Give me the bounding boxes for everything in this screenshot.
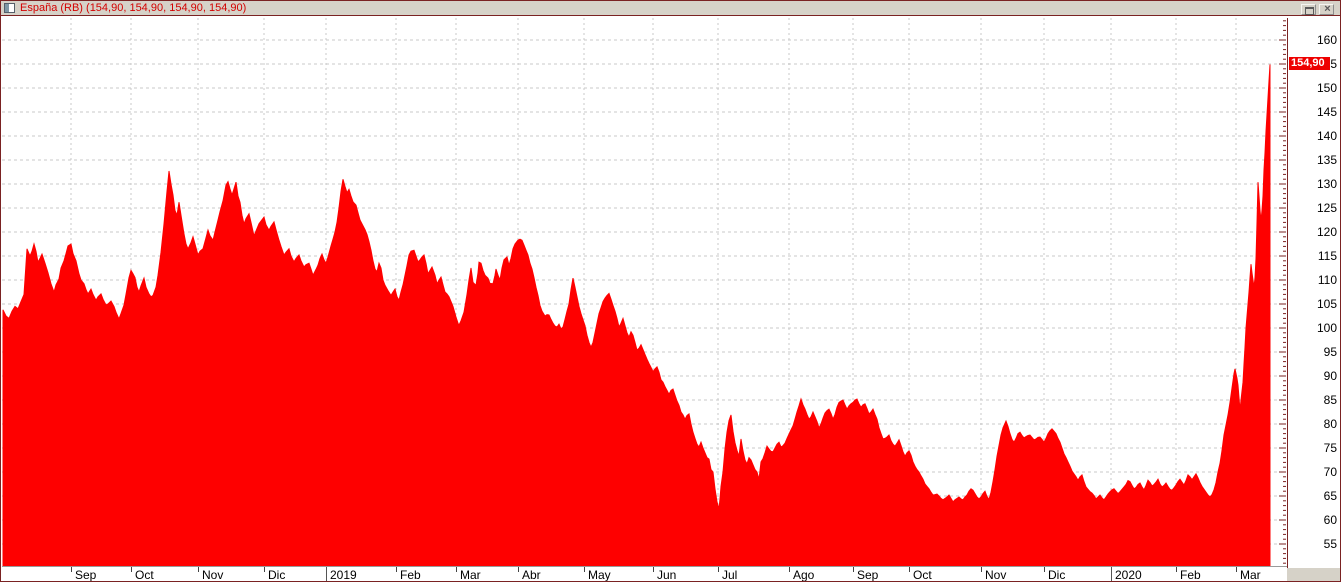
x-axis-label: Sep	[75, 568, 97, 582]
month-tick	[1236, 567, 1237, 572]
y-axis-label: 65	[1323, 489, 1337, 503]
x-axis-label: Jun	[657, 568, 677, 582]
y-axis-label: 85	[1323, 393, 1337, 407]
month-tick	[853, 567, 854, 572]
month-tick	[653, 567, 654, 572]
month-tick	[456, 567, 457, 572]
month-tick	[718, 567, 719, 572]
y-axis-label: 135	[1316, 153, 1337, 167]
y-axis-label: 80	[1323, 417, 1337, 431]
y-axis-label: 120	[1316, 225, 1337, 239]
month-tick	[264, 567, 265, 572]
year-separator-tick	[1111, 567, 1112, 581]
x-axis-label: Ago	[793, 568, 815, 582]
month-tick	[518, 567, 519, 572]
month-tick	[981, 567, 982, 572]
last-price-tag: 154,90	[1289, 57, 1330, 71]
y-axis-label: 75	[1323, 441, 1337, 455]
time-axis[interactable]: Sep Oct Nov Dic 2019 Feb Mar Abr May Jun Jul Ago Sep…	[2, 566, 1287, 582]
x-axis-label: 2020	[1115, 568, 1142, 582]
y-axis-label: 145	[1316, 105, 1337, 119]
x-axis-label: Dic	[268, 568, 286, 582]
y-axis-label: 125	[1316, 201, 1337, 215]
month-tick	[1176, 567, 1177, 572]
y-axis-label: 110	[1317, 273, 1337, 287]
close-button[interactable]: ×	[1319, 3, 1334, 15]
month-tick	[1044, 567, 1045, 572]
month-tick	[131, 567, 132, 572]
price-area-chart	[2, 18, 1286, 567]
x-axis-label: Mar	[1240, 568, 1261, 582]
month-tick	[396, 567, 397, 572]
x-axis-label: Dic	[1048, 568, 1066, 582]
titlebar[interactable]: España (RB) (154,90, 154,90, 154,90, 154…	[1, 1, 1340, 16]
window-title: España (RB) (154,90, 154,90, 154,90, 154…	[20, 2, 247, 14]
x-axis-label: Nov	[985, 568, 1007, 582]
y-axis-label: 55	[1323, 537, 1337, 551]
y-axis-label: 130	[1316, 177, 1337, 191]
y-axis-label: 115	[1317, 249, 1337, 263]
x-axis-label: Nov	[202, 568, 224, 582]
chart-plot-area[interactable]	[2, 18, 1287, 567]
x-axis-label: Oct	[913, 568, 932, 582]
x-axis-label: Abr	[522, 568, 541, 582]
month-tick	[789, 567, 790, 572]
close-icon: ×	[1324, 3, 1331, 15]
price-axis[interactable]: 55 60 65 70 75 80 85 90 95 100 105 110 115 120 125 130 1…	[1287, 18, 1340, 568]
y-axis-label: 90	[1323, 369, 1337, 383]
x-axis-label: Feb	[1180, 568, 1201, 582]
y-axis-label: 160	[1316, 33, 1337, 47]
month-tick	[198, 567, 199, 572]
x-axis-label: Sep	[857, 568, 879, 582]
month-tick	[909, 567, 910, 572]
y-axis-label: 105	[1316, 297, 1337, 311]
x-axis-label: Jul	[722, 568, 738, 582]
x-axis-label: Oct	[135, 568, 154, 582]
y-axis-label: 140	[1316, 129, 1337, 143]
year-separator-tick	[326, 567, 327, 581]
maximize-icon	[1305, 7, 1314, 15]
month-tick	[584, 567, 585, 572]
y-axis-label: 60	[1323, 513, 1337, 527]
y-axis-label: 100	[1316, 321, 1337, 335]
x-axis-label: May	[588, 568, 611, 582]
y-axis-label: 150	[1316, 81, 1337, 95]
x-axis-label: 2019	[330, 568, 357, 582]
y-axis-label: 95	[1323, 345, 1337, 359]
maximize-button[interactable]	[1301, 4, 1316, 15]
axis-corner	[1287, 568, 1340, 581]
price-area-series	[2, 64, 1271, 567]
x-axis-label: Feb	[400, 568, 421, 582]
month-tick	[71, 567, 72, 572]
y-axis-label: 70	[1323, 465, 1337, 479]
chart-mini-icon	[4, 3, 15, 13]
x-axis-label: Mar	[460, 568, 481, 582]
